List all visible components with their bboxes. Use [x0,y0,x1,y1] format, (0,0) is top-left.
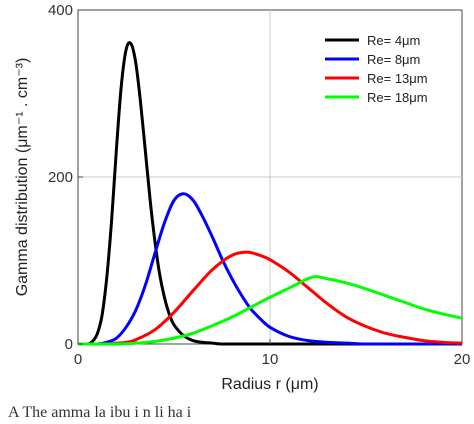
legend-label-1: Re= 4μm [367,33,420,48]
x-axis-title: Radius r (μm) [221,376,318,393]
series-line-1 [77,41,462,346]
legend: Re= 4μm Re= 8μm Re= 13μm Re= 18μm [325,33,428,105]
y-tick-label: 0 [65,336,73,353]
figure-caption: A The amma la ibu i n li ha i [8,404,192,421]
x-tick-label: 20 [454,351,471,368]
x-tick-label: 10 [262,351,279,368]
series-line-2 [77,192,462,346]
y-axis-title: Gamma distribution (μm⁻¹ . cm⁻³) [14,58,31,297]
legend-label-2: Re= 8μm [367,52,420,67]
series-line-4 [77,275,463,346]
x-tick-label: 0 [74,351,82,368]
legend-label-3: Re= 13μm [367,71,428,86]
series-layer [77,41,463,346]
series-line-3 [77,250,463,346]
y-tick-label: 200 [48,169,73,186]
legend-label-4: Re= 18μm [367,90,428,105]
y-tick-label: 400 [48,2,73,19]
